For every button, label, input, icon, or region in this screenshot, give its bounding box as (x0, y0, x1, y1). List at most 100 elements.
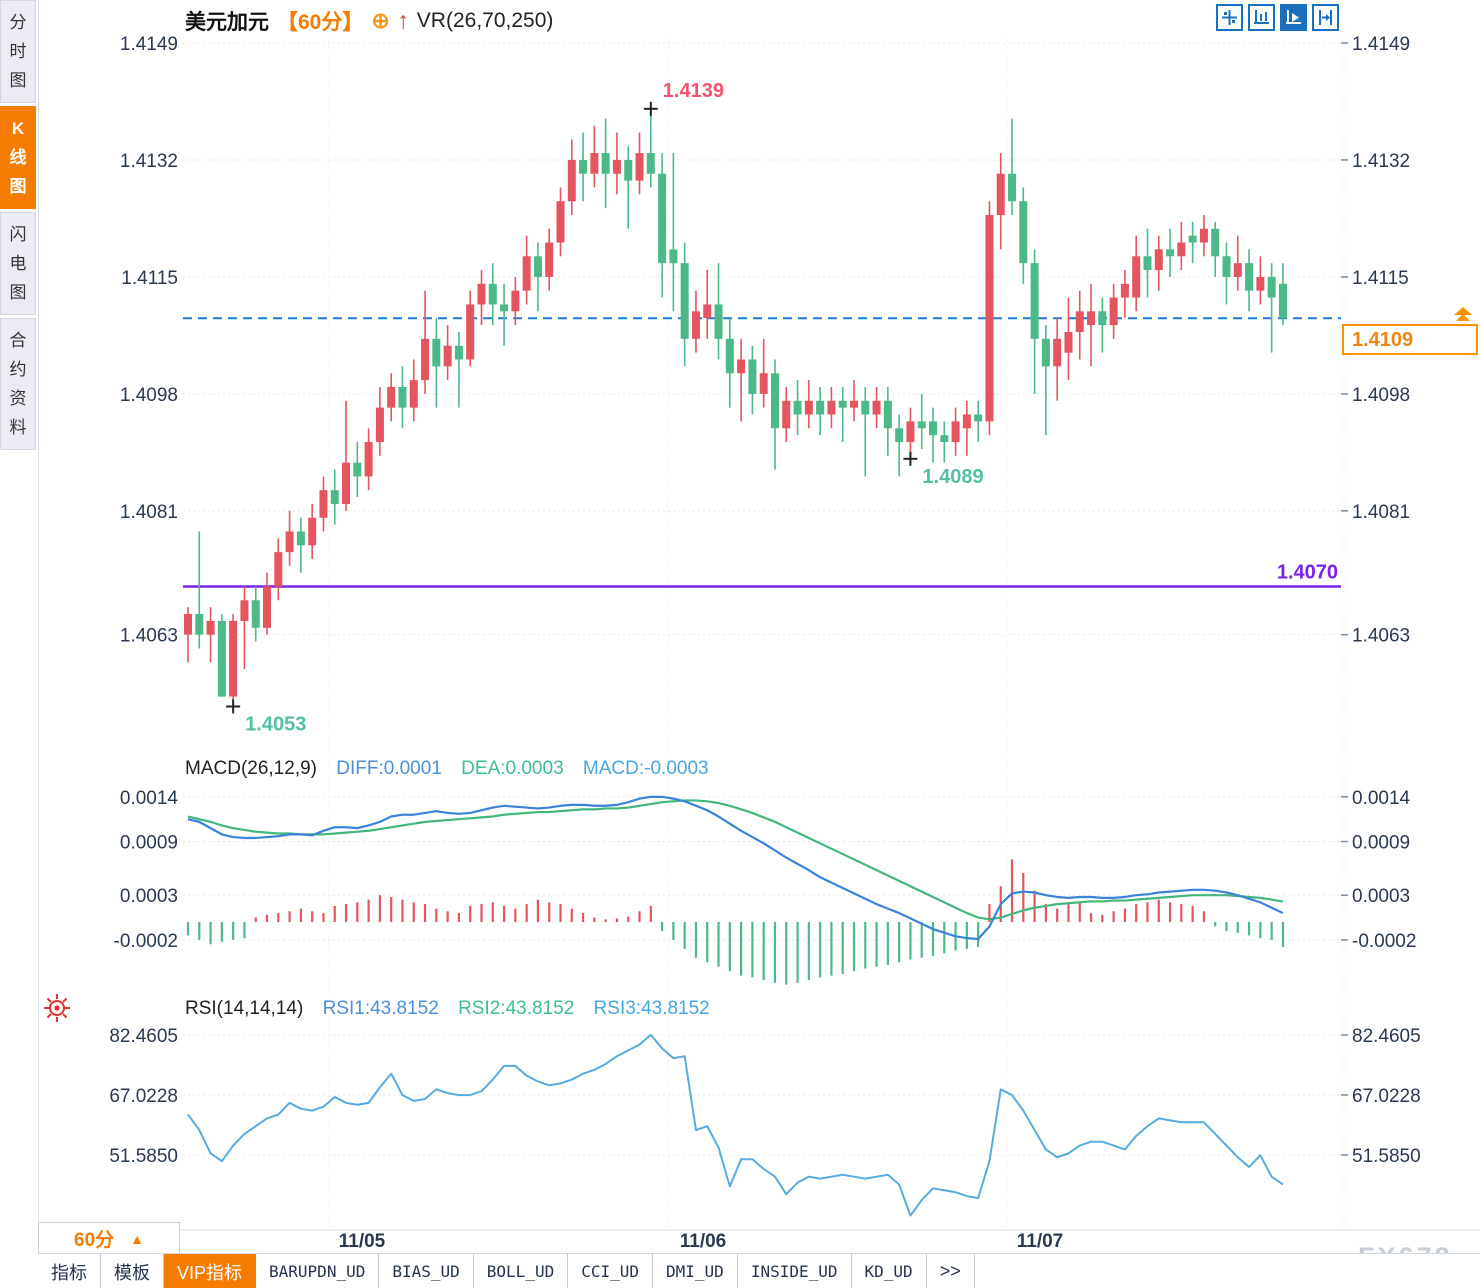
goto-latest-page-icon[interactable] (1312, 4, 1339, 31)
candle-body (1075, 311, 1084, 332)
candle-body (1211, 228, 1220, 257)
sidebar-tab-char: 分 (9, 13, 27, 32)
sidebar-tab-2[interactable]: 闪电图 (0, 212, 36, 315)
bottom-tab-1[interactable]: 模板 (101, 1254, 164, 1288)
x-axis-label: 11/05 (339, 1231, 386, 1252)
bottom-tab-3[interactable]: BARUPDN_UD (256, 1254, 380, 1288)
axis-range-icon[interactable] (1248, 4, 1275, 31)
candle-body (545, 242, 554, 277)
bottom-tab-10[interactable]: >> (927, 1254, 975, 1288)
candle-body (1019, 201, 1028, 264)
candle-body (827, 400, 836, 415)
candle-body (567, 159, 576, 202)
macd-header: MACD(26,12,9) DIFF:0.0001 DEA:0.0003 MAC… (185, 758, 709, 780)
candle-body (330, 490, 339, 504)
sidebar-tab-char: 图 (9, 71, 27, 90)
period-triangle-icon: ▲ (130, 1230, 144, 1247)
candle-body (996, 173, 1005, 215)
bottom-tab-7[interactable]: DMI_UD (653, 1254, 738, 1288)
pan-crosshair-icon[interactable] (1216, 4, 1243, 31)
rsi-header: RSI(14,14,14) RSI1:43.8152 RSI2:43.8152 … (185, 998, 710, 1020)
indicator-settings-icon[interactable] (42, 992, 72, 1029)
bottom-tab-0[interactable]: 指标 (38, 1254, 101, 1288)
candle-body (1143, 256, 1152, 271)
candle-body (635, 153, 644, 181)
y-axis-label-left: 0.0014 (120, 788, 179, 809)
candle-body (816, 400, 825, 415)
bottom-tab-5[interactable]: BOLL_UD (474, 1254, 569, 1288)
candle-body (1278, 283, 1287, 319)
sidebar-tab-char: 资 (9, 389, 27, 408)
candle-body (579, 159, 588, 174)
candle-body (1233, 263, 1242, 277)
red-up-arrow-icon: ↑ (397, 6, 409, 35)
y-axis-label-right: 1.4115 (1352, 268, 1409, 289)
sidebar-tab-char: 图 (9, 283, 27, 302)
sidebar-tab-char: 约 (9, 360, 27, 379)
candle-body (1177, 242, 1186, 257)
circled-plus-icon[interactable]: ⊕ (371, 8, 390, 33)
y-axis-label-left: 51.5850 (109, 1146, 178, 1167)
candle-body (940, 435, 949, 443)
bottom-tab-4[interactable]: BIAS_UD (379, 1254, 474, 1288)
bottom-tab-8[interactable]: INSIDE_UD (738, 1254, 852, 1288)
y-axis-label-right: 0.0014 (1352, 788, 1411, 809)
y-axis-label-right: 1.4149 (1352, 34, 1410, 55)
macd-params: MACD(26,12,9) (185, 758, 317, 779)
candle-body (770, 373, 779, 429)
bottom-tab-6[interactable]: CCI_UD (568, 1254, 654, 1288)
chart-canvas: 1.4149 1.4149 1.4132 1.4132 1.4115 1.4115 1.40… (38, 34, 1480, 1252)
y-axis-label-right: 1.4098 (1352, 385, 1410, 406)
sidebar-tab-0[interactable]: 分时图 (0, 0, 36, 103)
candle-body (500, 304, 509, 312)
candle-body (1256, 276, 1265, 291)
indicator-tab-bar: 指标 模板 VIP指标 BARUPDN_UD BIAS_UD BOLL_UD CCI_UD D… (38, 1253, 1480, 1288)
chart-title-bar: 美元加元 【60分】 ⊕ ↑ VR(26,70,250) (185, 6, 553, 36)
rsi3-value: RSI3:43.8152 (593, 998, 710, 1019)
candle-body (669, 249, 678, 264)
candle-body (511, 290, 520, 312)
x-axis-label: 11/07 (1017, 1231, 1064, 1252)
candle-body (296, 531, 305, 546)
y-axis-label-left: 1.4149 (120, 34, 178, 55)
last-price-tag: 1.4109 (1342, 324, 1478, 355)
y-axis-label-left: 0.0003 (120, 886, 178, 907)
macd-diff-line (187, 795, 1284, 941)
candle-body (861, 400, 870, 415)
y-axis-label-right: -0.0002 (1352, 931, 1416, 952)
candle-body (1030, 263, 1039, 339)
candle-body (409, 380, 418, 408)
sidebar-tab-char: 闪 (9, 225, 27, 244)
candle-body (1132, 256, 1141, 298)
price-annotation: 1.4089 (922, 466, 983, 488)
candle-body (432, 338, 441, 367)
candle-body (1008, 173, 1017, 202)
candle-body (454, 345, 463, 360)
bottom-tab-2[interactable]: VIP指标 (164, 1254, 257, 1288)
sidebar-tab-3[interactable]: 合约资料 (0, 318, 36, 450)
scroll-to-latest-icon[interactable] (1450, 305, 1476, 328)
rsi-line (187, 1033, 1284, 1217)
period-selector[interactable]: 60分 ▲ (38, 1222, 180, 1255)
price-annotation: 1.4053 (245, 713, 306, 735)
candle-body (601, 153, 610, 174)
candle-body (1120, 283, 1129, 298)
candle-body (319, 490, 328, 518)
y-axis-label-left: 0.0009 (120, 833, 178, 854)
auto-follow-icon[interactable] (1280, 4, 1307, 31)
candle-body (804, 400, 813, 415)
candle-body (1154, 249, 1163, 271)
y-axis-label-left: 67.0228 (109, 1086, 178, 1107)
candle-body (691, 311, 700, 339)
sidebar-tab-char: 料 (9, 418, 27, 437)
candle-body (1098, 311, 1107, 326)
candle-body (195, 614, 204, 635)
candle-body (206, 620, 215, 635)
rsi-params: RSI(14,14,14) (185, 998, 304, 1019)
macd-macd-value: MACD:-0.0003 (582, 758, 709, 779)
period-selector-label: 60分 (74, 1230, 115, 1251)
bottom-tab-9[interactable]: KD_UD (852, 1254, 927, 1288)
candle-body (725, 338, 734, 374)
